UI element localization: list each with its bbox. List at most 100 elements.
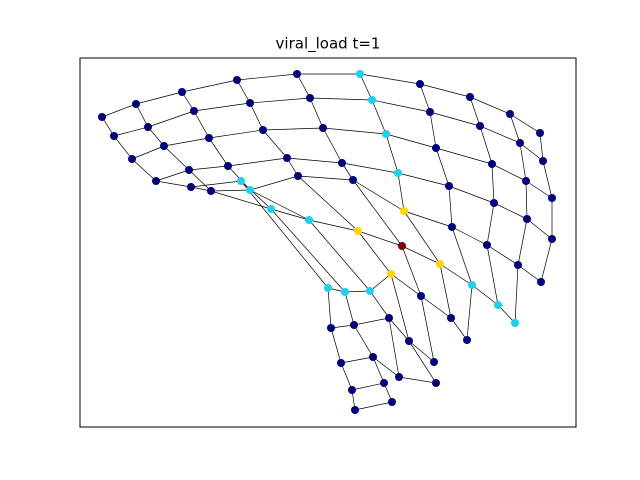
edge bbox=[385, 133, 399, 174]
node bbox=[350, 321, 358, 329]
node bbox=[468, 281, 476, 289]
node bbox=[506, 110, 514, 118]
node bbox=[178, 88, 186, 96]
edge bbox=[517, 218, 528, 266]
edge bbox=[509, 113, 541, 134]
node bbox=[305, 216, 313, 224]
edge bbox=[131, 158, 157, 182]
edge bbox=[309, 97, 324, 129]
edge bbox=[181, 79, 238, 93]
node bbox=[395, 373, 403, 381]
node bbox=[483, 241, 491, 249]
node bbox=[463, 336, 471, 344]
node bbox=[207, 187, 215, 195]
node bbox=[387, 270, 395, 278]
edge bbox=[135, 103, 149, 128]
edge bbox=[354, 401, 393, 411]
node bbox=[246, 186, 254, 194]
node bbox=[110, 132, 118, 140]
node bbox=[432, 144, 440, 152]
node bbox=[490, 199, 498, 207]
node bbox=[354, 227, 362, 235]
edge bbox=[371, 99, 387, 135]
node bbox=[426, 108, 434, 116]
edge bbox=[401, 245, 441, 265]
node bbox=[536, 129, 544, 137]
edge bbox=[448, 185, 453, 228]
edge bbox=[408, 340, 437, 384]
edge bbox=[398, 376, 437, 384]
edge bbox=[353, 317, 390, 326]
node bbox=[224, 162, 232, 170]
edge bbox=[519, 142, 544, 162]
node bbox=[523, 215, 531, 223]
edge bbox=[240, 180, 329, 289]
edge bbox=[419, 83, 431, 113]
node bbox=[349, 176, 357, 184]
node bbox=[548, 235, 556, 243]
node bbox=[185, 166, 193, 174]
edge bbox=[539, 132, 544, 162]
node bbox=[448, 223, 456, 231]
node bbox=[380, 379, 388, 387]
edge bbox=[297, 175, 354, 181]
node bbox=[368, 96, 376, 104]
edge bbox=[155, 180, 192, 188]
edge bbox=[493, 202, 528, 220]
node bbox=[466, 93, 474, 101]
edge bbox=[439, 263, 452, 319]
node bbox=[447, 314, 455, 322]
edge bbox=[322, 127, 387, 135]
edge bbox=[509, 113, 521, 144]
edge bbox=[297, 175, 359, 232]
edge bbox=[249, 175, 299, 191]
node bbox=[132, 100, 140, 108]
edge bbox=[113, 126, 149, 137]
edge bbox=[227, 157, 288, 167]
edge bbox=[397, 172, 450, 187]
node bbox=[445, 182, 453, 190]
node bbox=[537, 278, 545, 286]
edge bbox=[450, 317, 468, 341]
edge bbox=[491, 163, 495, 204]
node bbox=[152, 177, 160, 185]
edge bbox=[270, 208, 346, 293]
edge bbox=[388, 317, 410, 342]
edge bbox=[371, 99, 431, 113]
node bbox=[369, 353, 377, 361]
edge bbox=[369, 273, 392, 292]
node bbox=[324, 284, 332, 292]
edge bbox=[113, 135, 133, 160]
node bbox=[283, 154, 291, 162]
edge bbox=[101, 103, 137, 118]
node bbox=[337, 359, 345, 367]
node bbox=[144, 123, 152, 131]
edge bbox=[359, 73, 421, 85]
edge bbox=[519, 142, 527, 182]
node bbox=[338, 159, 346, 167]
edge bbox=[486, 244, 499, 306]
node bbox=[319, 124, 327, 132]
edge bbox=[486, 202, 495, 246]
edge bbox=[340, 362, 353, 391]
edge bbox=[542, 160, 553, 199]
node bbox=[160, 142, 168, 150]
node bbox=[522, 177, 530, 185]
edge bbox=[408, 340, 435, 363]
edge bbox=[341, 162, 399, 174]
edge bbox=[270, 208, 310, 221]
edge bbox=[262, 127, 324, 131]
edge bbox=[451, 226, 473, 286]
edge bbox=[249, 189, 310, 221]
edge bbox=[390, 273, 422, 297]
node bbox=[366, 287, 374, 295]
edge bbox=[390, 273, 410, 342]
node bbox=[394, 169, 402, 177]
edge bbox=[486, 244, 519, 266]
edge bbox=[188, 165, 229, 171]
edge bbox=[397, 172, 405, 212]
edge bbox=[357, 230, 392, 275]
edge bbox=[344, 291, 355, 326]
edge bbox=[469, 96, 481, 127]
